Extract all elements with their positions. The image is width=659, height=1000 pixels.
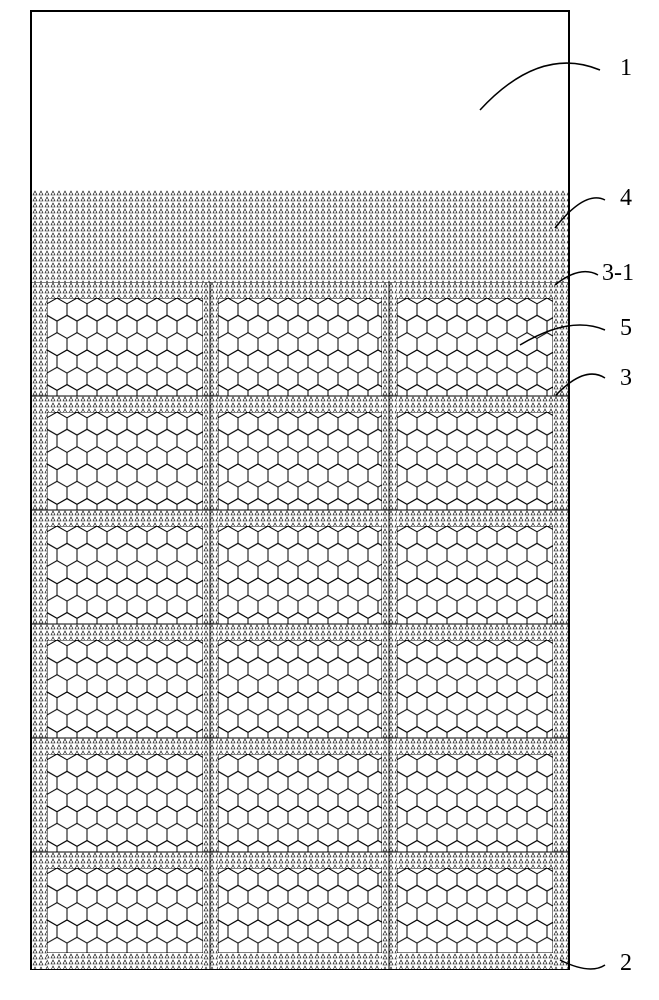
- region-1-empty: [32, 12, 568, 190]
- diagram-container: [30, 10, 570, 970]
- callout-label-3-1: 3-1: [602, 260, 634, 287]
- callout-label-1: 1: [620, 55, 632, 82]
- callout-label-2: 2: [620, 950, 632, 977]
- layer-4-dense: [32, 190, 568, 282]
- callout-label-3: 3: [620, 365, 632, 392]
- callout-label-5: 5: [620, 315, 632, 342]
- callout-label-4: 4: [620, 185, 632, 212]
- grid-lines: [32, 282, 568, 969]
